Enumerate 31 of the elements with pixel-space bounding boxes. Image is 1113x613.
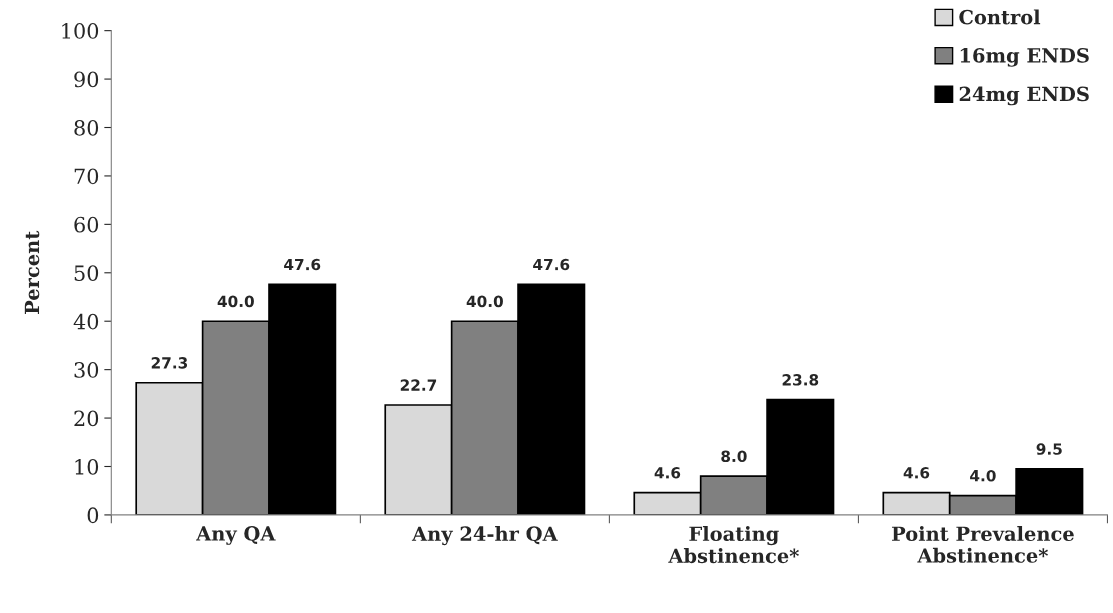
- y-tick-label: 70: [74, 168, 99, 185]
- x-tick-label: Any QA: [196, 526, 276, 545]
- legend-label: Control: [959, 9, 1041, 25]
- y-tick-label: 10: [75, 458, 99, 475]
- y-tick-label: 90: [74, 71, 99, 88]
- y-tick-label: 60: [74, 216, 99, 233]
- data-label: 8.0: [721, 450, 747, 463]
- legend-label: 16mg ENDS: [960, 48, 1089, 67]
- data-label: 22.7: [400, 379, 437, 391]
- data-label: 4.0: [970, 469, 996, 482]
- y-tick-label: 100: [62, 23, 99, 39]
- y-tick-label: 30: [74, 362, 99, 378]
- data-label: 4.6: [903, 467, 930, 479]
- y-tick-label: 50: [74, 265, 99, 281]
- y-tick-label: 40: [73, 313, 99, 330]
- data-label: 4.6: [654, 467, 681, 479]
- data-label: 47.6: [284, 258, 321, 271]
- y-axis-title: Percent: [24, 230, 40, 314]
- data-label: 27.3: [151, 357, 188, 369]
- legend-label: 24mg ENDS: [959, 86, 1089, 106]
- y-tick-label: 80: [74, 119, 99, 136]
- data-label: 47.6: [533, 258, 570, 271]
- data-label: 40.0: [217, 295, 254, 308]
- data-label: 23.8: [782, 374, 819, 386]
- data-label: 40.0: [466, 295, 503, 308]
- data-label: 9.5: [1036, 443, 1062, 455]
- y-tick-label: 0: [87, 507, 99, 524]
- x-tick-label: Any 24-hr QA: [411, 526, 558, 546]
- x-tick-label: Floating Abstinence*: [668, 526, 799, 564]
- y-tick-label: 20: [74, 410, 99, 427]
- x-tick-label: Point Prevalence Abstinence*: [892, 526, 1074, 563]
